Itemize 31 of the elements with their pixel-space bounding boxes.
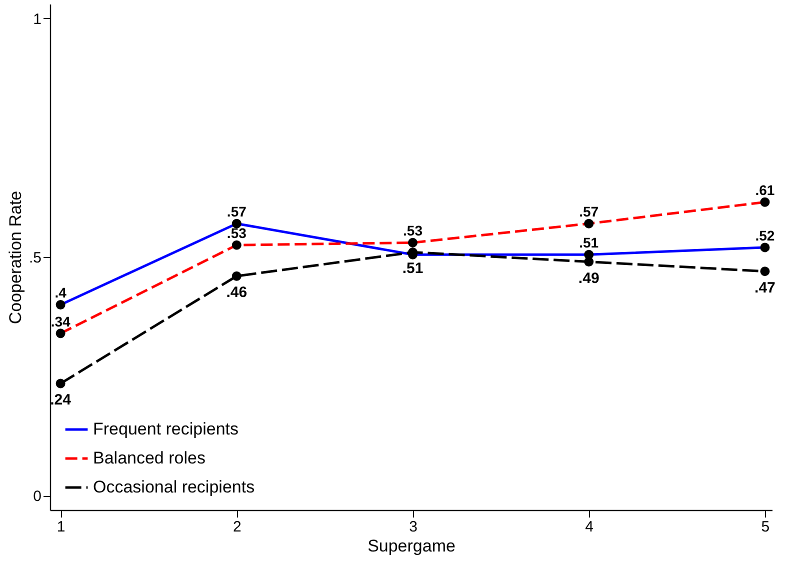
x-tick-label: 3 [409,518,418,536]
data-label: .51 [579,234,599,251]
data-label: .53 [403,222,423,239]
point [760,266,770,276]
x-tick-label: 2 [232,518,242,536]
x-axis-title: Supergame [368,536,456,556]
data-label: .61 [755,182,775,198]
y-tick-label: 1 [33,10,42,28]
data-label: .34 [50,313,71,330]
point [232,271,242,281]
data-label: .52 [755,227,775,244]
data-label: .4 [54,284,67,301]
data-label: .51 [402,260,424,278]
data-label: .47 [754,279,776,296]
y-tick-label: 0 [33,488,42,506]
data-label: .53 [226,225,247,242]
point [56,378,66,388]
legend-label: Balanced roles [93,448,206,468]
point [584,257,594,267]
legend-label: Frequent recipients [93,420,239,438]
data-label: .46 [226,284,248,302]
data-label: .57 [579,204,599,220]
y-tick-label: .5 [28,250,42,266]
data-label: .57 [226,204,247,220]
legend-label: Occasional recipients [93,478,255,496]
x-tick-label: 4 [585,518,594,536]
y-axis-title: Cooperation Rate [6,190,25,324]
x-tick-label: 5 [761,518,770,536]
data-label: .24 [50,392,72,408]
x-tick-label: 1 [56,518,66,536]
data-label: .49 [578,270,600,287]
